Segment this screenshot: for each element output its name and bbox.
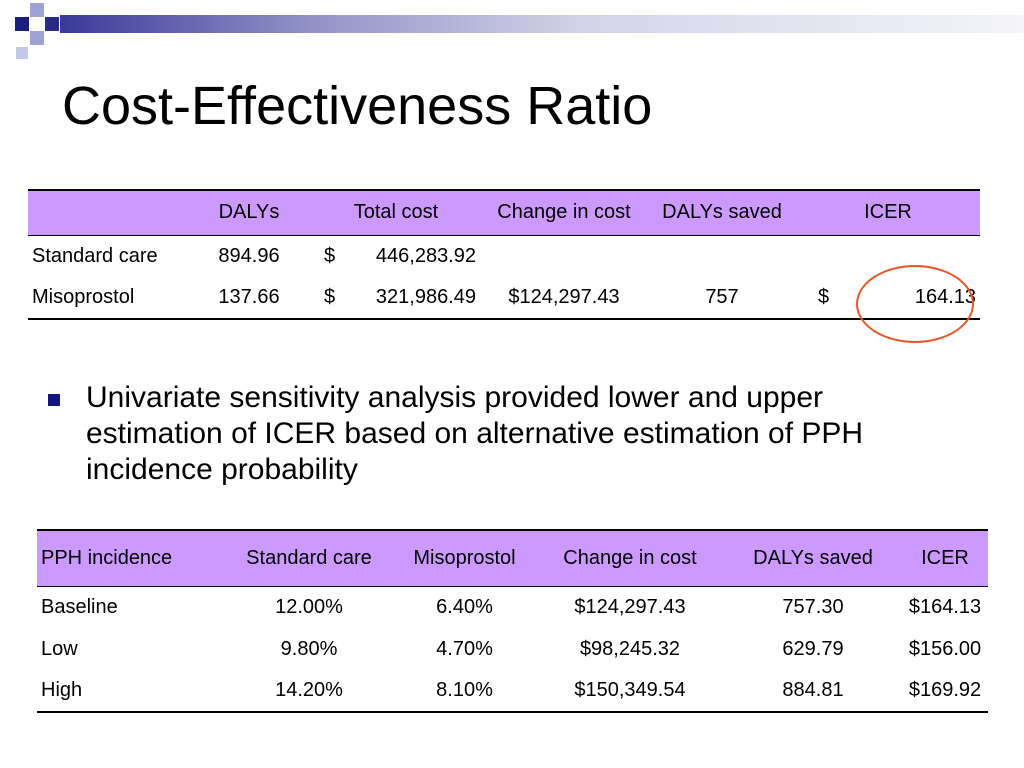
decorative-square: [16, 47, 28, 59]
table-row: Misoprostol 137.66 $321,986.49 $124,297.…: [28, 277, 980, 319]
row-label: Baseline: [41, 595, 118, 618]
row-label: Low: [41, 637, 78, 660]
currency-symbol: $: [324, 244, 336, 267]
icer-cell: $164.13: [908, 595, 982, 618]
table-row: Standard care 894.96 $446,283.92: [28, 235, 980, 277]
column-header: Change in cost: [563, 546, 697, 569]
decorative-square: [30, 31, 44, 45]
column-header: DALYs saved: [662, 201, 782, 224]
row-label: Misoprostol: [32, 286, 135, 308]
icer-table: DALYs Total cost Change in cost DALYs sa…: [28, 189, 980, 320]
column-header: Total cost: [353, 201, 439, 224]
standard-care-cell: 12.00%: [275, 595, 343, 618]
total-cost-cell: $321,986.49: [312, 277, 480, 319]
dalys-saved-cell: 884.81: [782, 679, 844, 701]
table-row: High 14.20% 8.10% $150,349.54 884.81 $16…: [37, 670, 988, 712]
change-cost-cell: $124,297.43: [574, 595, 686, 618]
decorative-square: [15, 17, 29, 31]
dalys-saved-cell: 629.79: [782, 637, 844, 660]
misoprostol-cell: 8.10%: [436, 679, 493, 701]
row-label: High: [41, 679, 83, 701]
misoprostol-cell: 4.70%: [436, 637, 493, 660]
change-cost-cell: [480, 235, 648, 277]
column-header: Misoprostol: [413, 546, 516, 569]
bullet-text: Univariate sensitivity analysis provided…: [86, 381, 864, 486]
column-header: DALYs: [218, 201, 280, 224]
dalys-saved-cell: [648, 235, 796, 277]
header-decoration-bar: [60, 15, 1024, 33]
change-cost-cell: $98,245.32: [579, 637, 681, 660]
column-header: PPH incidence: [41, 546, 173, 569]
dalys-saved-cell: 757.30: [782, 595, 844, 618]
decorative-square: [45, 17, 59, 31]
column-header: ICER: [921, 546, 969, 569]
sensitivity-table: PPH incidence Standard care Misoprostol …: [37, 529, 988, 713]
column-header: Standard care: [246, 546, 372, 569]
currency-symbol: $: [818, 286, 830, 308]
column-header: DALYs saved: [753, 546, 873, 569]
table-row: Low 9.80% 4.70% $98,245.32 629.79 $156.0…: [37, 628, 988, 670]
dalys-cell: 894.96: [218, 244, 280, 267]
slide-title: Cost-Effectiveness Ratio: [62, 76, 653, 136]
icer-cell: $169.92: [908, 679, 982, 701]
column-header: [28, 190, 186, 235]
column-header: Change in cost: [497, 201, 631, 224]
currency-symbol: $: [324, 286, 336, 308]
row-label: Standard care: [32, 244, 158, 267]
table-header-row: DALYs Total cost Change in cost DALYs sa…: [28, 190, 980, 235]
cost-value: 446,283.92: [375, 244, 476, 267]
standard-care-cell: 14.20%: [275, 679, 343, 701]
change-cost-cell: $150,349.54: [574, 679, 686, 701]
standard-care-cell: 9.80%: [280, 637, 338, 660]
total-cost-cell: $446,283.92: [312, 235, 480, 277]
misoprostol-cell: 6.40%: [436, 595, 493, 618]
dalys-saved-cell: 757: [705, 286, 739, 308]
table-row: Baseline 12.00% 6.40% $124,297.43 757.30…: [37, 586, 988, 628]
column-header: ICER: [864, 201, 912, 224]
icer-cell: $156.00: [908, 637, 982, 660]
cost-value: 321,986.49: [375, 286, 476, 308]
dalys-cell: 137.66: [218, 286, 280, 308]
icer-highlight-ellipse: [856, 265, 974, 343]
decorative-square: [30, 3, 44, 17]
bullet-square-icon: [48, 394, 60, 406]
change-cost-cell: $124,297.43: [508, 286, 620, 308]
table-header-row: PPH incidence Standard care Misoprostol …: [37, 530, 988, 586]
